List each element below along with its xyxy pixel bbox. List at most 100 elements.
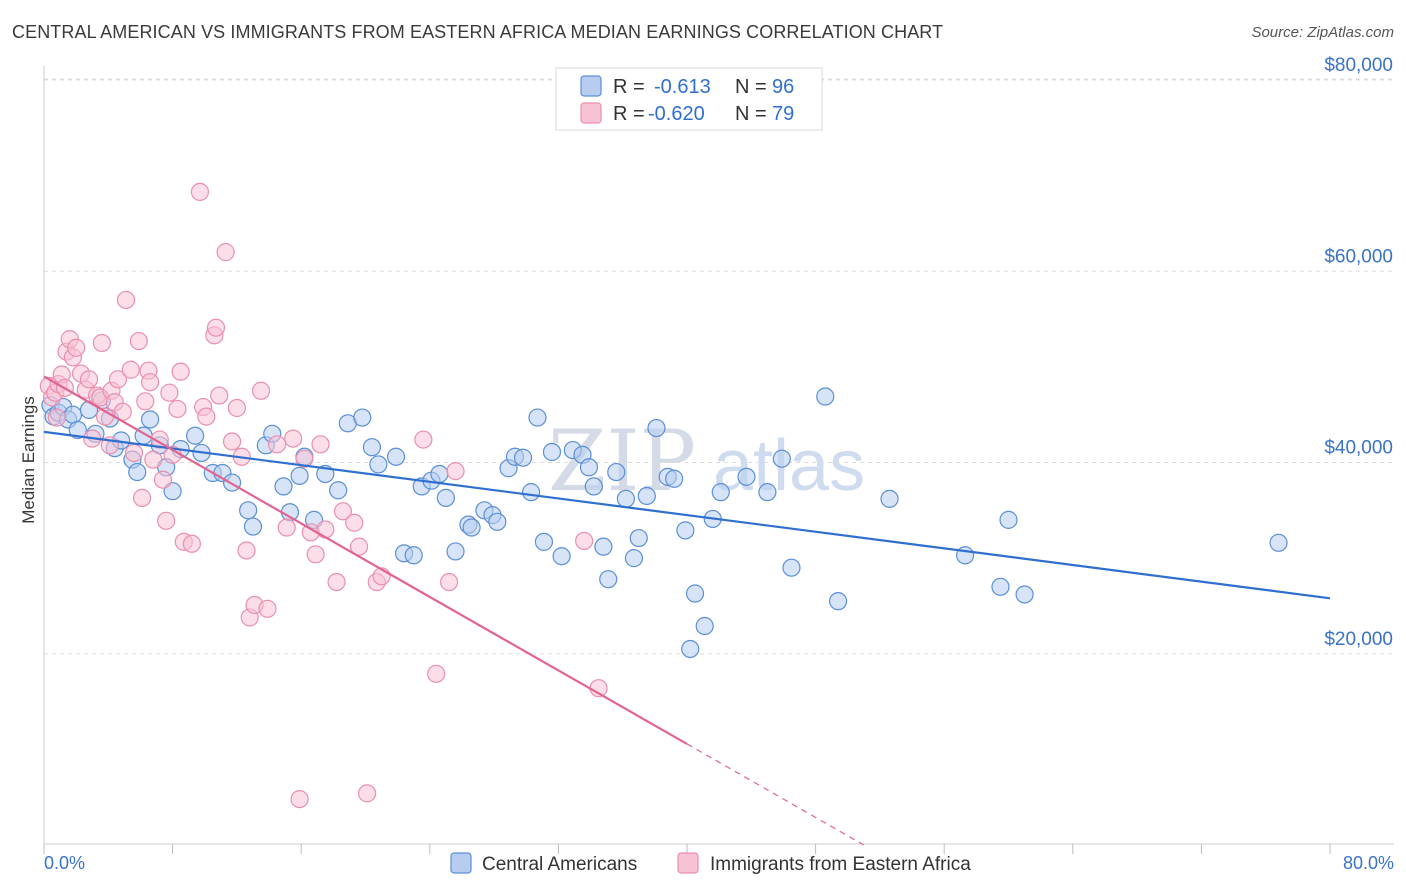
central-americans-point-71	[629, 528, 648, 548]
eastern-africa-point-67	[345, 513, 364, 532]
central-americans-point-79	[695, 616, 714, 636]
central-americans-point-85	[782, 558, 801, 577]
eastern-africa-point-68	[349, 537, 369, 556]
eastern-africa-point-37	[168, 399, 187, 419]
central-americans-point-39	[362, 438, 382, 457]
eastern-africa-point-16	[92, 333, 111, 353]
series-central-americans-points	[41, 387, 1288, 659]
eastern-africa-point-35	[160, 383, 179, 402]
legend-n-label-1: N =	[735, 76, 767, 98]
central-americans-point-60	[542, 442, 562, 462]
eastern-africa-point-72	[414, 430, 433, 449]
central-americans-point-27	[243, 517, 263, 536]
eastern-africa-point-33	[153, 470, 173, 489]
central-americans-point-70	[624, 549, 644, 568]
x-tick-labels: 0.0% 80.0%	[44, 853, 1394, 873]
eastern-africa-point-31	[144, 450, 163, 469]
eastern-africa-point-34	[157, 511, 176, 530]
eastern-africa-point-46	[210, 386, 229, 405]
series-eastern-africa-points	[39, 182, 608, 809]
eastern-africa-point-47	[216, 243, 235, 262]
legend-n-value-2: 79	[772, 103, 794, 125]
central-americans-point-93	[1269, 533, 1288, 552]
x-tick-label-max: 80.0%	[1343, 853, 1394, 873]
eastern-africa-point-27	[132, 488, 152, 507]
y-tick-label-1: $40,000	[1324, 438, 1393, 459]
eastern-africa-point-38	[171, 362, 190, 381]
central-americans-point-6	[68, 420, 87, 440]
eastern-africa-point-28	[136, 392, 155, 411]
y-axis-title: Median Earnings	[19, 396, 38, 524]
central-americans-point-86	[816, 387, 835, 406]
central-americans-point-61	[552, 547, 571, 566]
central-americans-point-88	[880, 489, 899, 508]
central-americans-point-67	[599, 570, 618, 589]
eastern-africa-point-75	[446, 462, 465, 481]
eastern-africa-point-41	[190, 182, 210, 201]
central-americans-point-48	[446, 542, 465, 561]
central-americans-point-76	[676, 521, 695, 540]
y-tick-labels: $20,000 $40,000 $60,000 $80,000	[1324, 55, 1393, 650]
correlation-legend: R = -0.613 N = 96 R = -0.620 N = 79	[555, 67, 823, 131]
eastern-africa-point-59	[290, 789, 309, 809]
central-americans-point-82	[737, 467, 756, 486]
eastern-africa-point-54	[251, 381, 271, 400]
central-americans-point-83	[758, 483, 777, 502]
eastern-africa-point-58	[284, 429, 303, 448]
central-americans-point-46	[430, 464, 449, 484]
central-americans-point-59	[534, 532, 554, 551]
eastern-africa-point-57	[277, 518, 296, 537]
eastern-africa-point-23	[116, 290, 136, 310]
y-tick-label-2: $60,000	[1324, 246, 1393, 267]
watermark-atlas: atlas	[713, 426, 865, 506]
eastern-africa-point-66	[333, 502, 353, 521]
y-tick-label-0: $20,000	[1324, 629, 1393, 650]
eastern-africa-point-78	[47, 408, 66, 427]
legend-swatch-pink	[580, 102, 602, 124]
central-americans-point-73	[647, 418, 666, 438]
central-americans-point-16	[140, 410, 160, 429]
eastern-africa-point-24	[121, 360, 140, 379]
central-americans-point-56	[513, 448, 533, 467]
eastern-africa-point-74	[439, 572, 459, 592]
eastern-africa-point-63	[311, 435, 330, 454]
eastern-africa-point-76	[575, 531, 594, 551]
y-tick-label-3: $80,000	[1324, 55, 1393, 76]
eastern-africa-point-51	[237, 541, 256, 560]
central-americans-point-84	[772, 449, 791, 468]
central-americans-point-72	[637, 486, 656, 506]
legend-n-value-1: 96	[772, 76, 794, 98]
trend-line-central-americans	[43, 430, 1331, 600]
central-americans-point-66	[594, 537, 613, 556]
axes	[43, 66, 1394, 854]
central-americans-point-30	[274, 477, 293, 496]
central-americans-point-38	[353, 408, 372, 427]
central-americans-point-91	[999, 510, 1018, 529]
eastern-africa-point-40	[182, 534, 201, 553]
central-americans-point-92	[1015, 585, 1034, 604]
trend-line-eastern-africa	[43, 375, 688, 745]
legend-r-label-2: R =	[613, 103, 645, 125]
eastern-africa-point-73	[427, 664, 446, 683]
eastern-africa-point-56	[267, 435, 287, 454]
eastern-africa-point-64	[316, 520, 335, 539]
central-americans-point-53	[488, 512, 507, 531]
chart-title: CENTRAL AMERICAN VS IMMIGRANTS FROM EAST…	[12, 22, 944, 42]
legend-label-central-americans: Central Americans	[482, 854, 637, 875]
central-americans-point-14	[128, 462, 147, 482]
central-americans-point-65	[584, 477, 603, 496]
central-americans-point-26	[239, 501, 258, 520]
eastern-africa-point-26	[129, 331, 148, 351]
legend-r-label-1: R =	[613, 76, 645, 98]
legend-swatch-central-americans	[450, 852, 472, 874]
eastern-africa-point-55	[258, 599, 277, 618]
trend-lines	[43, 375, 1331, 846]
central-americans-point-64	[579, 458, 599, 477]
central-americans-point-36	[329, 481, 348, 500]
eastern-africa-point-60	[295, 449, 314, 468]
eastern-africa-point-45	[206, 318, 226, 337]
central-americans-point-69	[616, 489, 636, 508]
eastern-africa-point-48	[222, 432, 242, 451]
central-americans-point-81	[711, 483, 730, 502]
central-americans-point-75	[665, 469, 684, 488]
